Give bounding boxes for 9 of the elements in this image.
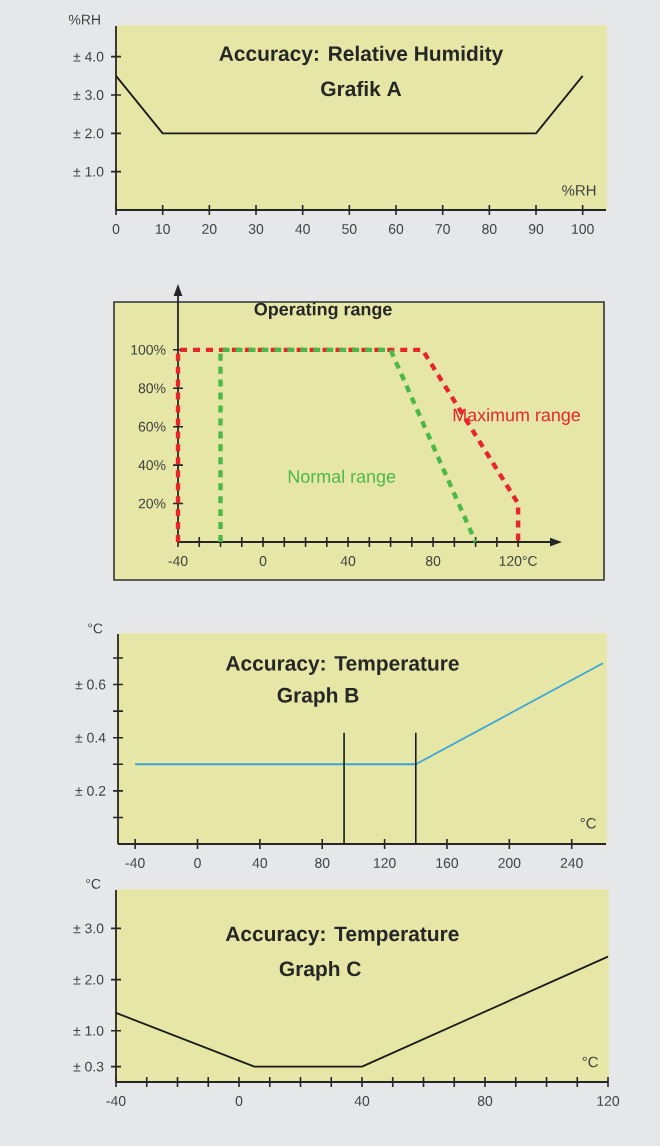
text: Accuracy: Temperature: [225, 656, 459, 675]
text: Graph C: [279, 960, 361, 981]
chart-title: Operating range: [254, 302, 392, 320]
series-label: Maximum range: [453, 408, 580, 425]
text: Grafik A: [321, 80, 402, 97]
text: Accuracy: Temperature: [225, 926, 459, 946]
text: Graph B: [277, 687, 359, 707]
text: Accuracy: Relative Humidity: [219, 45, 504, 66]
text: Normal range: [288, 469, 396, 487]
